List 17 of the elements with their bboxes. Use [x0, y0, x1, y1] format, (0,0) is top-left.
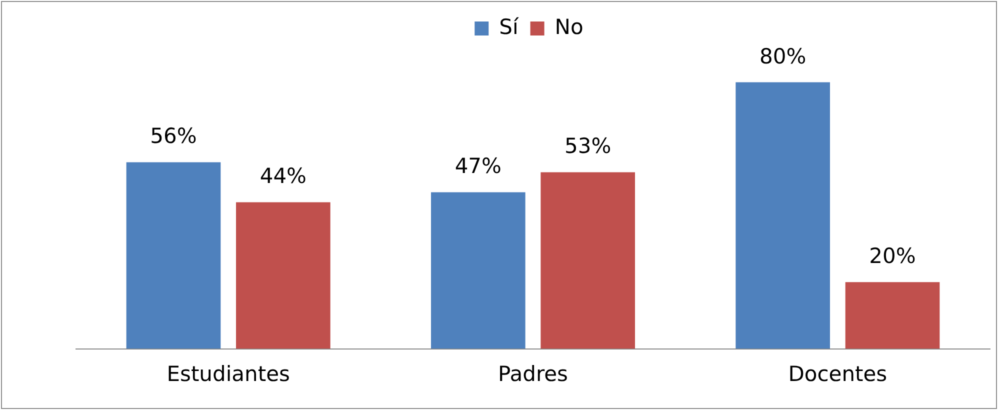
x-tick-label: Padres — [498, 362, 568, 386]
legend-label: No — [554, 14, 584, 39]
bar — [236, 202, 330, 349]
data-label: 20% — [869, 244, 916, 268]
data-label: 53% — [564, 134, 612, 158]
bar — [736, 82, 830, 349]
data-label: 44% — [260, 164, 307, 188]
bar — [126, 162, 221, 349]
data-label: 47% — [454, 154, 502, 178]
data-label: 56% — [150, 124, 197, 148]
bar — [431, 192, 526, 349]
legend-label: Sí — [499, 14, 520, 39]
data-label: 80% — [759, 44, 806, 68]
bar — [845, 282, 940, 349]
x-tick-label: Docentes — [788, 362, 888, 386]
bar — [540, 172, 636, 349]
x-tick-label: Estudiantes — [166, 362, 290, 386]
